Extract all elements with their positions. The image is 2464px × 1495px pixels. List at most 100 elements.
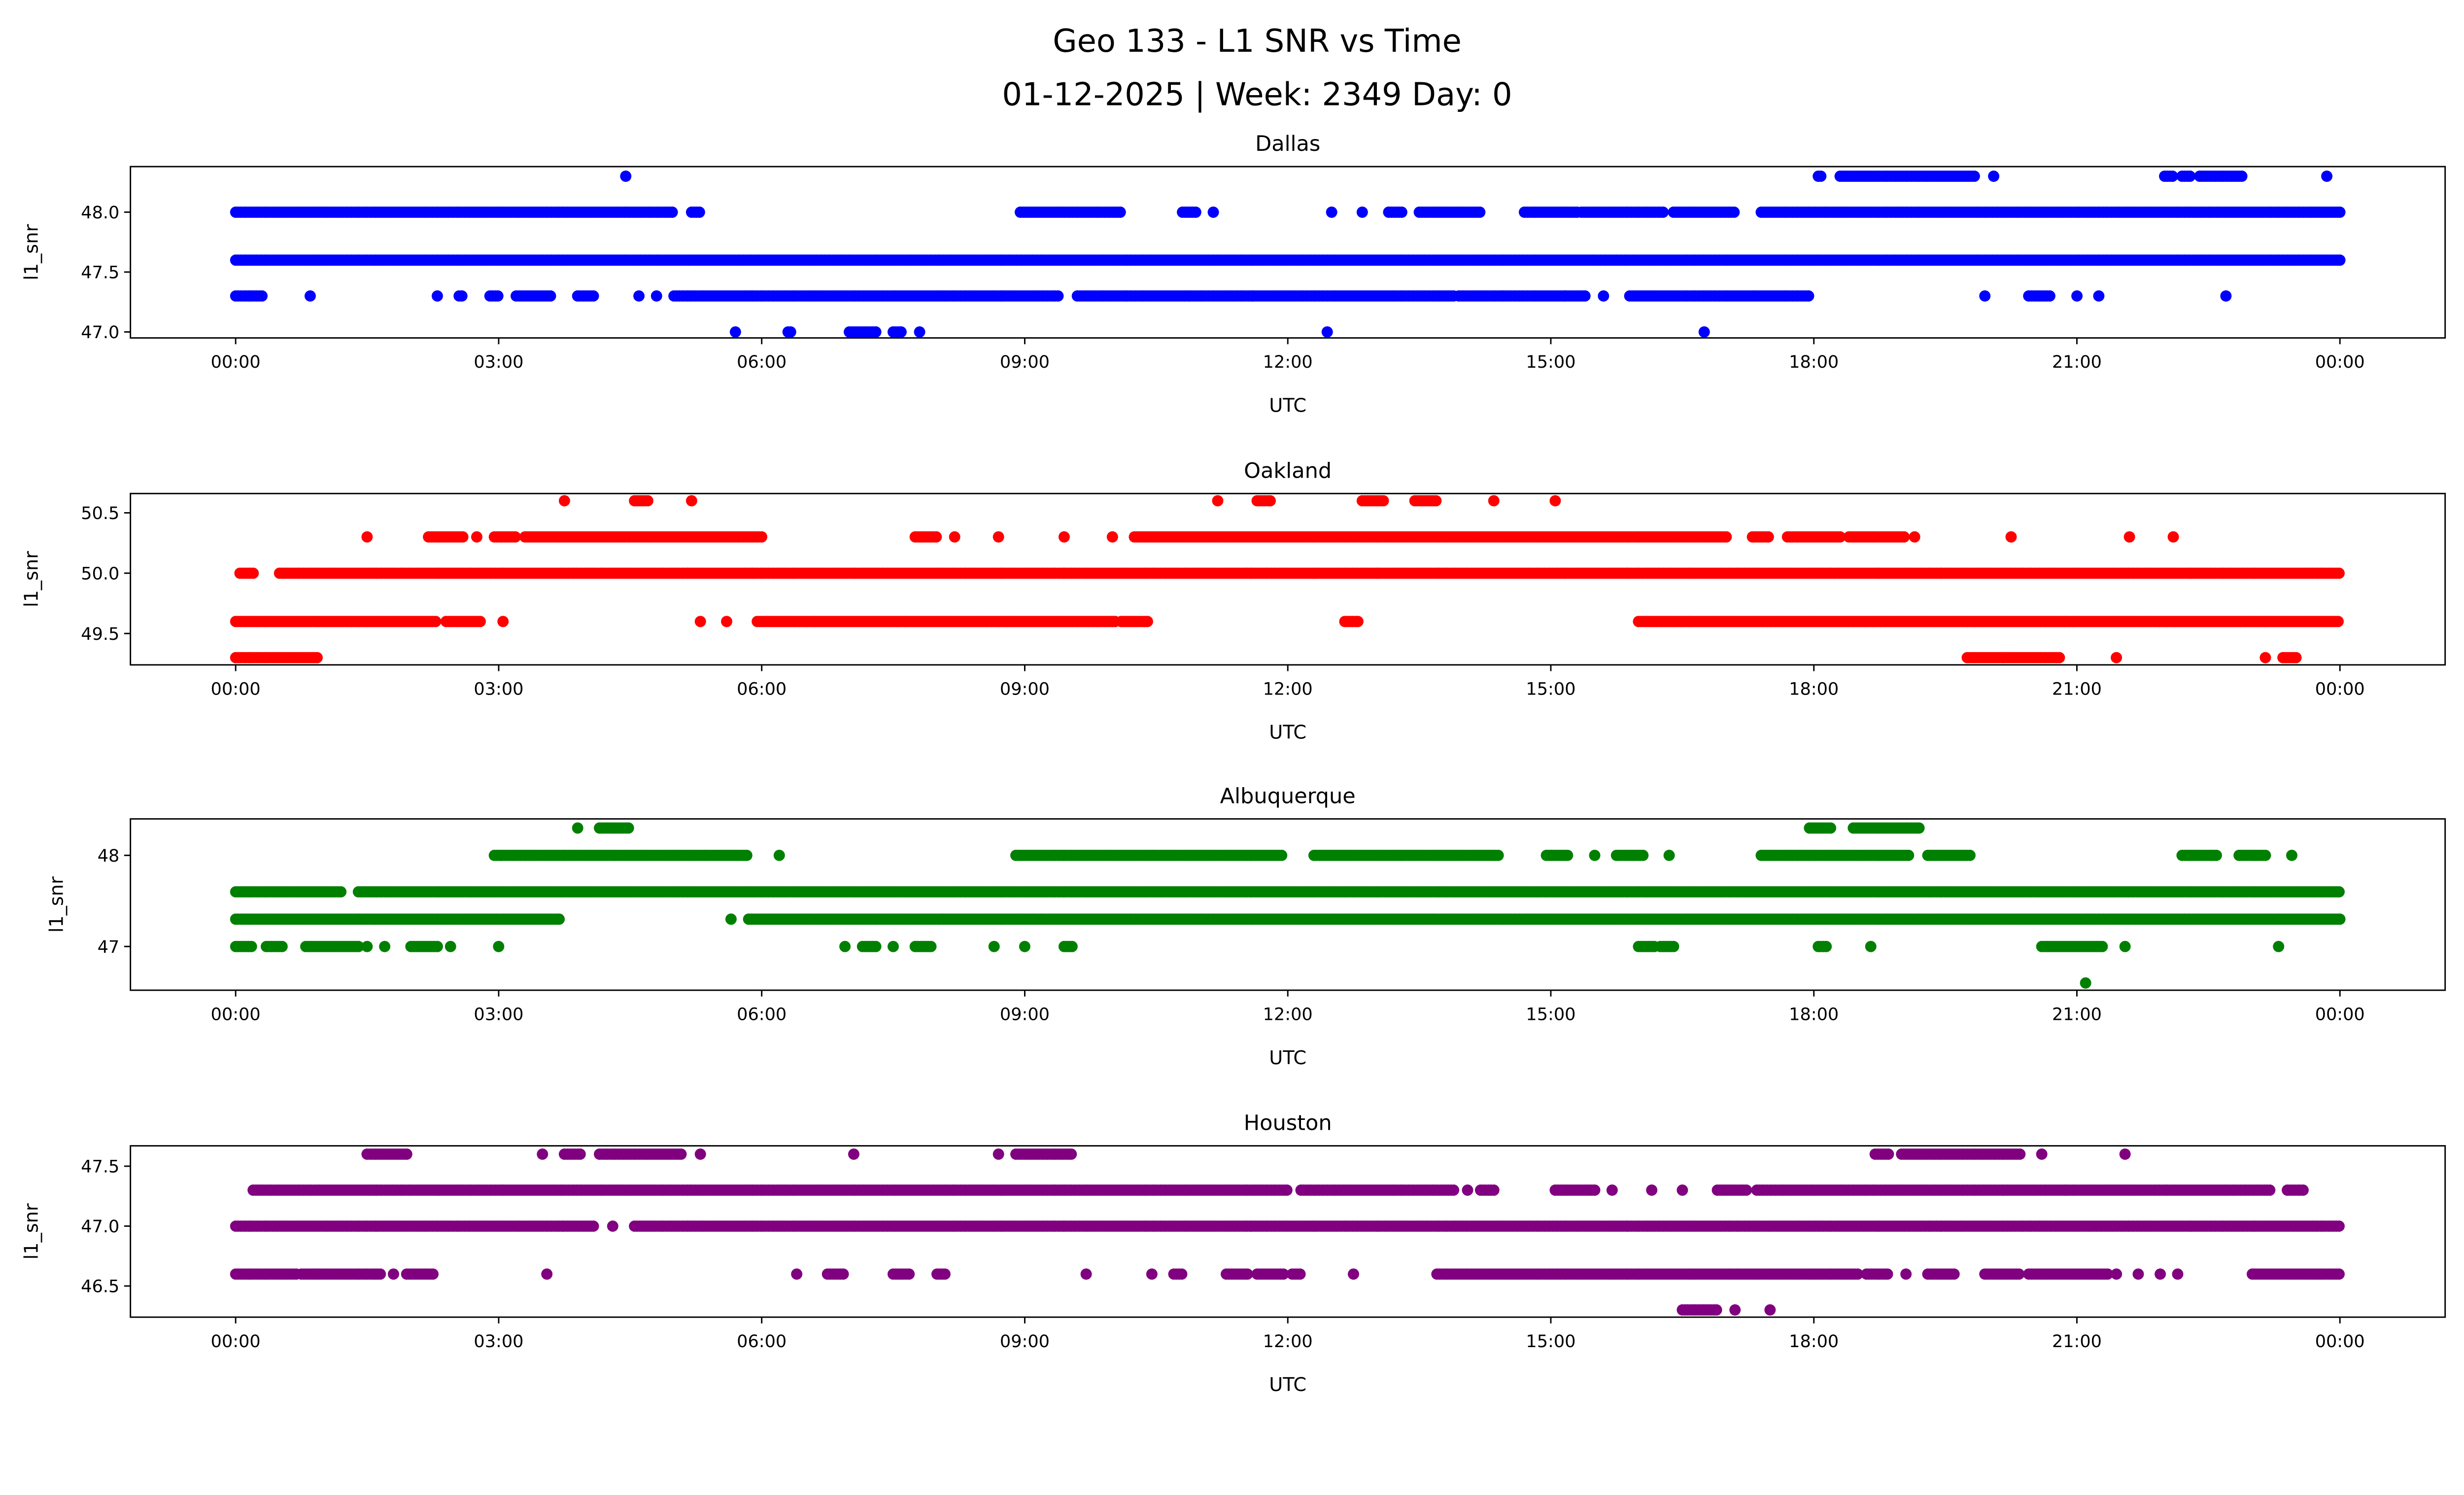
data-point — [545, 290, 556, 302]
x-tick-label: 21:00 — [2052, 679, 2102, 699]
data-point — [1212, 495, 1224, 507]
data-point — [2210, 849, 2222, 861]
data-point — [729, 326, 741, 338]
x-tick-label: 06:00 — [737, 679, 787, 699]
x-axis-label: UTC — [1269, 394, 1306, 417]
data-point — [1698, 326, 1710, 338]
data-point — [1762, 531, 1774, 543]
data-point — [1720, 531, 1732, 543]
data-point — [1326, 207, 1337, 218]
data-point — [558, 495, 570, 507]
data-point — [650, 290, 662, 302]
data-point — [1352, 616, 1364, 627]
y-axis-label: l1_snr — [21, 551, 43, 607]
data-point — [2332, 616, 2344, 627]
data-point — [1988, 170, 2000, 182]
data-point — [785, 326, 796, 338]
x-tick-label: 21:00 — [2052, 352, 2102, 372]
y-tick-label: 47.5 — [81, 263, 119, 283]
data-point — [992, 531, 1004, 543]
data-point — [2044, 290, 2055, 302]
data-point — [2290, 652, 2302, 663]
x-axis-label: UTC — [1269, 722, 1306, 744]
x-tick-label: 03:00 — [474, 352, 523, 372]
data-point — [2286, 849, 2297, 861]
data-point — [471, 531, 482, 543]
x-tick-label: 12:00 — [1263, 679, 1313, 699]
data-point — [457, 531, 469, 543]
data-point — [1058, 531, 1070, 543]
scatter-points — [230, 170, 2346, 338]
x-tick-label: 03:00 — [474, 679, 523, 699]
data-point — [2334, 254, 2346, 266]
data-point — [622, 822, 634, 834]
data-point — [456, 290, 468, 302]
data-point — [1579, 290, 1591, 302]
data-point — [1825, 822, 1837, 834]
data-point — [2184, 170, 2196, 182]
x-tick-label: 06:00 — [737, 352, 787, 372]
data-point — [2123, 531, 2135, 543]
data-point — [304, 290, 316, 302]
x-tick-label: 09:00 — [1000, 679, 1050, 699]
data-point — [311, 652, 323, 663]
data-point — [510, 531, 521, 543]
data-point — [949, 531, 960, 543]
y-tick-label: 50.0 — [81, 564, 119, 584]
scatter-points — [230, 495, 2345, 663]
data-point — [1968, 170, 1980, 182]
data-point — [1898, 531, 1910, 543]
x-tick-label: 00:00 — [211, 352, 261, 372]
figure: Geo 133 - L1 SNR vs Time 01-12-2025 | We… — [0, 0, 2464, 1416]
data-point — [572, 822, 583, 834]
data-point — [620, 170, 632, 182]
x-tick-label: 15:00 — [1526, 679, 1575, 699]
data-point — [1321, 326, 1333, 338]
data-point — [431, 290, 443, 302]
data-point — [2259, 652, 2271, 663]
x-tick-label: 00:00 — [2315, 352, 2365, 372]
y-tick-label: 49.5 — [81, 624, 119, 644]
data-point — [1598, 290, 1609, 302]
data-point — [721, 616, 732, 627]
data-point — [1141, 616, 1153, 627]
data-point — [2334, 207, 2346, 218]
x-tick-label: 12:00 — [1263, 352, 1313, 372]
data-point — [2321, 170, 2333, 182]
data-point — [2259, 849, 2271, 861]
data-point — [633, 290, 645, 302]
data-point — [2236, 170, 2248, 182]
data-point — [1052, 290, 1064, 302]
x-tick-label: 15:00 — [1526, 352, 1575, 372]
x-tick-label: 09:00 — [1000, 352, 1050, 372]
data-point — [642, 495, 653, 507]
data-point — [1377, 495, 1389, 507]
data-point — [2167, 531, 2179, 543]
data-point — [1909, 531, 1920, 543]
subplot-title: Albuquerque — [1220, 784, 1356, 808]
data-point — [741, 849, 753, 861]
subplot-title: Oakland — [1244, 458, 1332, 483]
figure-background — [0, 0, 2464, 1416]
data-point — [1474, 207, 1486, 218]
data-point — [1903, 849, 1915, 861]
data-point — [1396, 207, 1407, 218]
data-point — [1492, 849, 1504, 861]
data-point — [756, 531, 768, 543]
data-point — [1979, 290, 1991, 302]
data-point — [2093, 290, 2105, 302]
data-point — [870, 326, 882, 338]
subplot-title: Dallas — [1255, 132, 1320, 156]
y-axis-label: l1_snr — [21, 224, 43, 280]
data-point — [2111, 652, 2122, 663]
data-point — [335, 886, 347, 898]
data-point — [1356, 207, 1368, 218]
data-point — [1190, 207, 1201, 218]
data-point — [430, 616, 442, 627]
x-tick-label: 18:00 — [1789, 679, 1839, 699]
data-point — [895, 326, 907, 338]
y-tick-label: 50.5 — [81, 503, 119, 523]
data-point — [2333, 567, 2345, 579]
